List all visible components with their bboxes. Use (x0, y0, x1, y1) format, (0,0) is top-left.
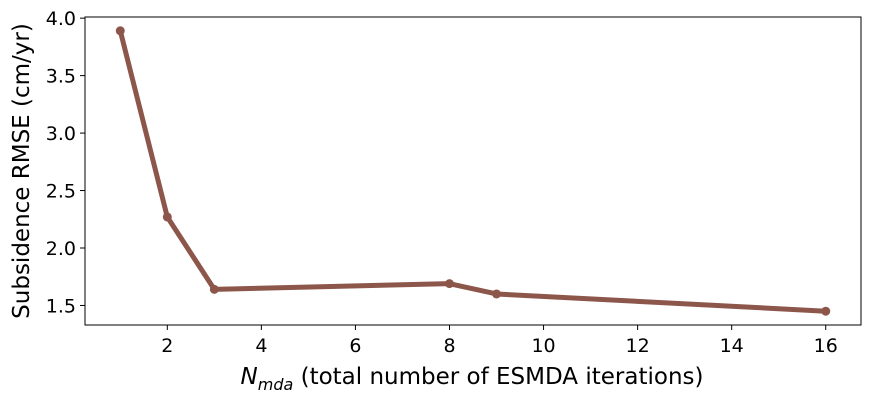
axis-ticks: 2 4 6 8 10 12 14 16 1.5 2.0 2.5 3.0 3.5 4.0 (46, 8, 838, 357)
x-tick-label: 6 (349, 335, 361, 357)
y-tick-label: 1.5 (46, 295, 76, 317)
data-point (115, 26, 125, 36)
y-tick-label: 2.0 (46, 238, 76, 260)
data-point (492, 289, 502, 299)
x-tick-label: 14 (720, 335, 744, 357)
data-point (444, 279, 454, 289)
data-point (821, 306, 831, 316)
y-tick-label: 2.5 (46, 181, 76, 203)
x-tick-label: 4 (255, 335, 267, 357)
x-tick-label: 10 (531, 335, 555, 357)
y-tick-label: 3.0 (46, 123, 76, 145)
axes-frame (84, 16, 862, 326)
data-point (162, 212, 172, 222)
data-point (209, 284, 219, 294)
x-tick-label: 16 (814, 335, 838, 357)
x-tick-label: 12 (626, 335, 650, 357)
x-tick-label: 2 (161, 335, 173, 357)
plot-area (84, 16, 862, 326)
series-line (117, 28, 829, 314)
y-tick-label: 4.0 (46, 8, 76, 30)
x-axis-label: Nmda (total number of ESMDA iterations) (241, 364, 704, 394)
y-tick-label: 3.5 (46, 66, 76, 88)
x-tick-label: 8 (443, 335, 455, 357)
y-axis-label: Subsidence RMSE (cm/yr) (9, 23, 35, 319)
